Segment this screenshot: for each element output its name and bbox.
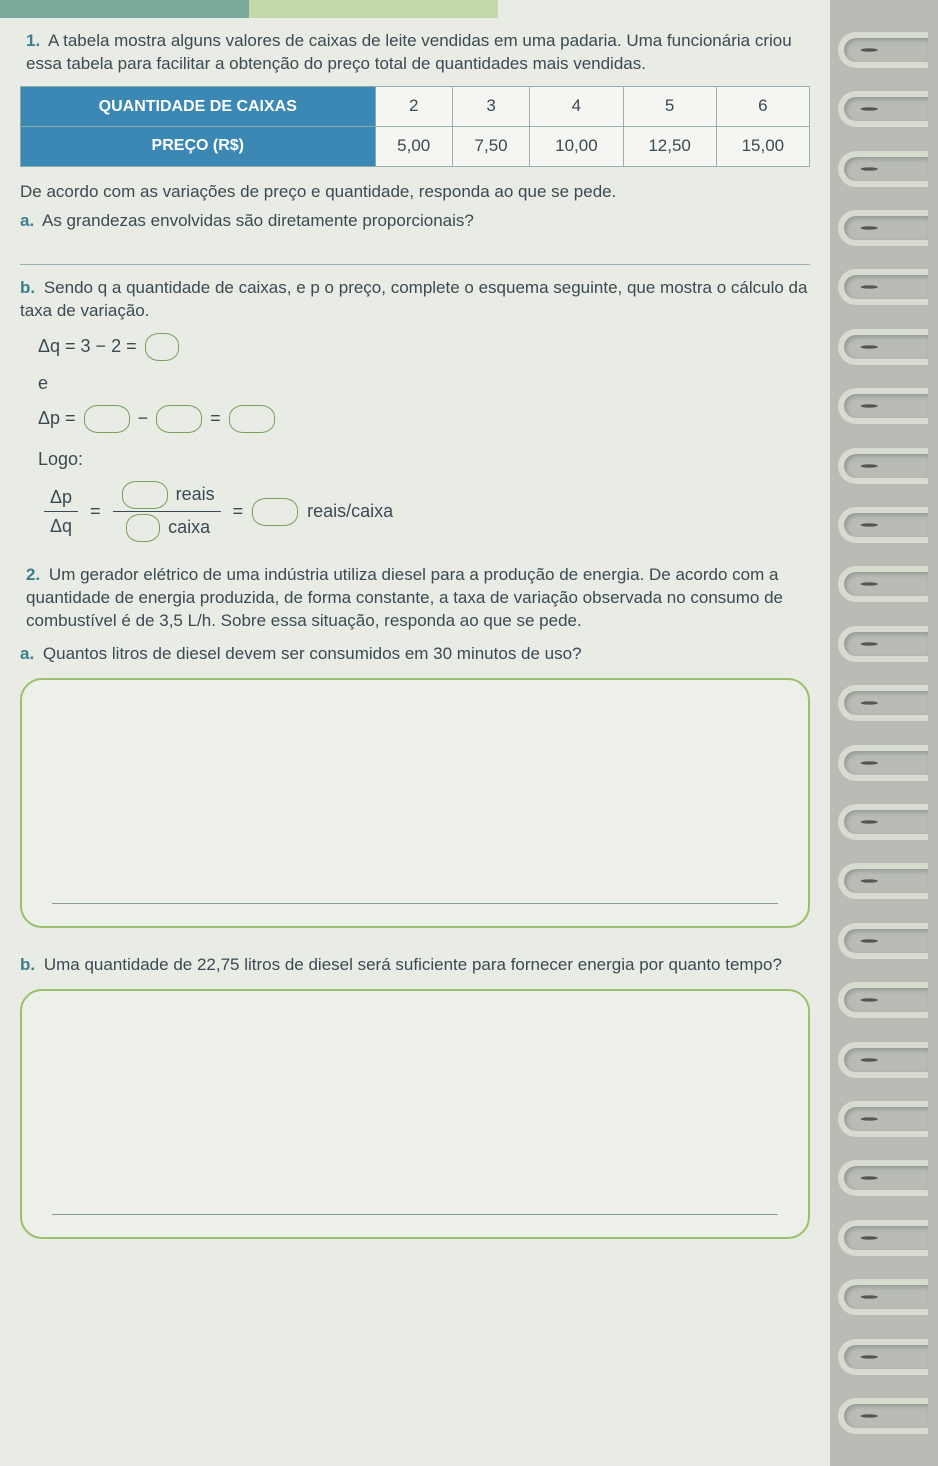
blank-input[interactable] (122, 481, 168, 509)
table-cell: 4 (530, 86, 623, 126)
spiral-ring (838, 507, 928, 543)
blank-input[interactable] (145, 333, 179, 361)
table-header-price: PREÇO (R$) (21, 126, 376, 166)
q2-number: 2. (26, 565, 40, 584)
blank-input[interactable] (229, 405, 275, 433)
table-cell: 15,00 (716, 126, 809, 166)
table-cell: 12,50 (623, 126, 716, 166)
q1b-text: Sendo q a quantidade de caixas, e p o pr… (20, 278, 807, 320)
table-cell: 2 (375, 86, 452, 126)
spiral-ring (838, 1101, 928, 1137)
equals: = (210, 408, 221, 428)
q1-lead: De acordo com as variações de preço e qu… (20, 181, 810, 204)
q1-number: 1. (26, 31, 40, 50)
blank-input[interactable] (84, 405, 130, 433)
e-line: e (38, 371, 810, 395)
q1-table: QUANTIDADE DE CAIXAS 2 3 4 5 6 PREÇO (R$… (20, 86, 810, 167)
spiral-ring (838, 388, 928, 424)
spiral-ring (838, 210, 928, 246)
q2a-label: a. (20, 644, 34, 663)
answer-line (52, 1214, 778, 1215)
page-top-accent (0, 0, 830, 18)
dp-pre: Δp = (38, 408, 76, 428)
q1b: b. Sendo q a quantidade de caixas, e p o… (20, 277, 810, 323)
table-cell: 3 (452, 86, 529, 126)
q1a-label: a. (20, 211, 34, 230)
q1-intro: 1. A tabela mostra alguns valores de cai… (26, 30, 810, 76)
answer-box[interactable] (20, 989, 810, 1239)
q2b-label: b. (20, 955, 35, 974)
q2a: a. Quantos litros de diesel devem ser co… (20, 643, 810, 666)
table-cell: 10,00 (530, 126, 623, 166)
dq-expr: Δq = 3 − 2 = (38, 335, 137, 355)
blank-input[interactable] (252, 498, 298, 526)
frac-den: Δq (44, 512, 78, 538)
spiral-ring (838, 1398, 928, 1434)
q1a: a. As grandezas envolvidas são diretamen… (20, 210, 810, 233)
spiral-ring (838, 923, 928, 959)
spiral-ring (838, 1220, 928, 1256)
blank-input[interactable] (156, 405, 202, 433)
frac-blanks: reais caixa (113, 481, 221, 542)
q2-intro: 2. Um gerador elétrico de uma indústria … (26, 564, 810, 633)
equals: = (90, 499, 101, 523)
spiral-ring (838, 982, 928, 1018)
table-cell: 7,50 (452, 126, 529, 166)
spiral-ring (838, 1339, 928, 1375)
spiral-ring (838, 269, 928, 305)
spiral-ring (838, 91, 928, 127)
q1b-math: Δq = 3 − 2 = e Δp = − = Logo: Δp Δq = (38, 333, 810, 543)
q1-intro-text: A tabela mostra alguns valores de caixas… (26, 31, 792, 73)
blank-input[interactable] (126, 514, 160, 542)
spiral-ring (838, 1042, 928, 1078)
spiral-ring (838, 566, 928, 602)
q2-intro-text: Um gerador elétrico de uma indústria uti… (26, 565, 783, 630)
q2b-text: Uma quantidade de 22,75 litros de diesel… (44, 955, 782, 974)
notebook-spiral (830, 0, 938, 1466)
question-2: 2. Um gerador elétrico de uma indústria … (20, 564, 810, 1239)
spiral-ring (838, 626, 928, 662)
frac-dp-dq: Δp Δq (44, 485, 78, 539)
frac-num: Δp (44, 485, 78, 512)
logo-line: Logo: (38, 447, 810, 471)
q2b: b. Uma quantidade de 22,75 litros de die… (20, 954, 810, 977)
q1b-label: b. (20, 278, 35, 297)
worksheet-page: 1. A tabela mostra alguns valores de cai… (0, 0, 830, 1466)
answer-box[interactable] (20, 678, 810, 928)
table-row: PREÇO (R$) 5,00 7,50 10,00 12,50 15,00 (21, 126, 810, 166)
table-header-qty: QUANTIDADE DE CAIXAS (21, 86, 376, 126)
minus: − (138, 408, 149, 428)
table-cell: 5,00 (375, 126, 452, 166)
answer-line[interactable] (20, 239, 810, 265)
table-cell: 6 (716, 86, 809, 126)
spiral-ring (838, 685, 928, 721)
spiral-ring (838, 448, 928, 484)
unit-reais: reais (176, 484, 215, 504)
q2a-text: Quantos litros de diesel devem ser consu… (43, 644, 582, 663)
spiral-ring (838, 1279, 928, 1315)
q1a-text: As grandezas envolvidas são diretamente … (42, 211, 474, 230)
spiral-ring (838, 329, 928, 365)
spiral-ring (838, 804, 928, 840)
frac-den-blank: caixa (113, 512, 221, 542)
table-cell: 5 (623, 86, 716, 126)
dq-line: Δq = 3 − 2 = (38, 333, 810, 361)
unit-caixa: caixa (168, 517, 210, 537)
fraction-line: Δp Δq = reais caixa = reais/caixa (38, 481, 810, 542)
question-1: 1. A tabela mostra alguns valores de cai… (20, 30, 810, 542)
spiral-ring (838, 151, 928, 187)
spiral-ring (838, 1160, 928, 1196)
dp-line: Δp = − = (38, 405, 810, 433)
table-row: QUANTIDADE DE CAIXAS 2 3 4 5 6 (21, 86, 810, 126)
answer-line (52, 903, 778, 904)
unit-result: reais/caixa (307, 499, 393, 523)
spiral-ring (838, 863, 928, 899)
spiral-ring (838, 745, 928, 781)
spiral-ring (838, 32, 928, 68)
equals: = (233, 499, 244, 523)
frac-num-blank: reais (113, 481, 221, 512)
